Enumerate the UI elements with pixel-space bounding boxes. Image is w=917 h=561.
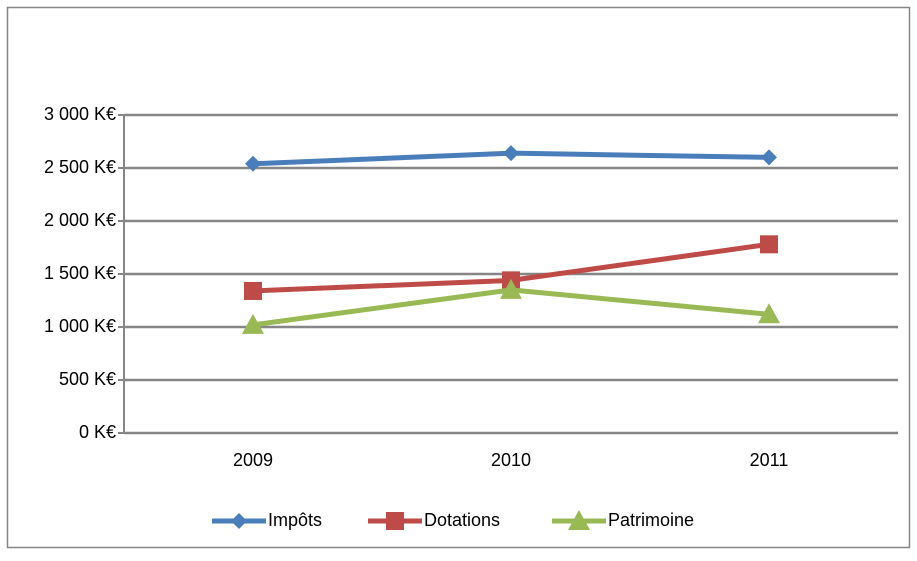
y-tick-label: 2 000 K€ (44, 210, 116, 230)
square-marker (386, 512, 404, 530)
diamond-marker (231, 513, 247, 529)
x-tick-label: 2009 (233, 450, 273, 470)
y-tick-label: 0 K€ (79, 422, 116, 442)
square-marker (244, 281, 262, 300)
diamond-marker (245, 155, 261, 172)
triangle-marker (242, 313, 264, 334)
y-tick-label: 1 000 K€ (44, 316, 116, 336)
diamond-marker (503, 145, 519, 162)
y-tick-label: 500 K€ (59, 369, 116, 389)
triangle-marker (568, 510, 590, 530)
x-tick-label: 2010 (491, 450, 531, 470)
diamond-marker (761, 149, 777, 166)
y-tick-label: 3 000 K€ (44, 104, 116, 124)
chart-border (6, 6, 911, 549)
legend-label: Patrimoine (608, 510, 694, 530)
y-tick-label: 2 500 K€ (44, 157, 116, 177)
triangle-marker (500, 278, 522, 299)
legend-label: Dotations (424, 510, 500, 530)
legend-label: Impôts (268, 510, 322, 530)
triangle-marker (758, 303, 780, 324)
square-marker (760, 235, 778, 254)
y-tick-label: 1 500 K€ (44, 263, 116, 283)
x-tick-label: 2011 (750, 450, 789, 470)
